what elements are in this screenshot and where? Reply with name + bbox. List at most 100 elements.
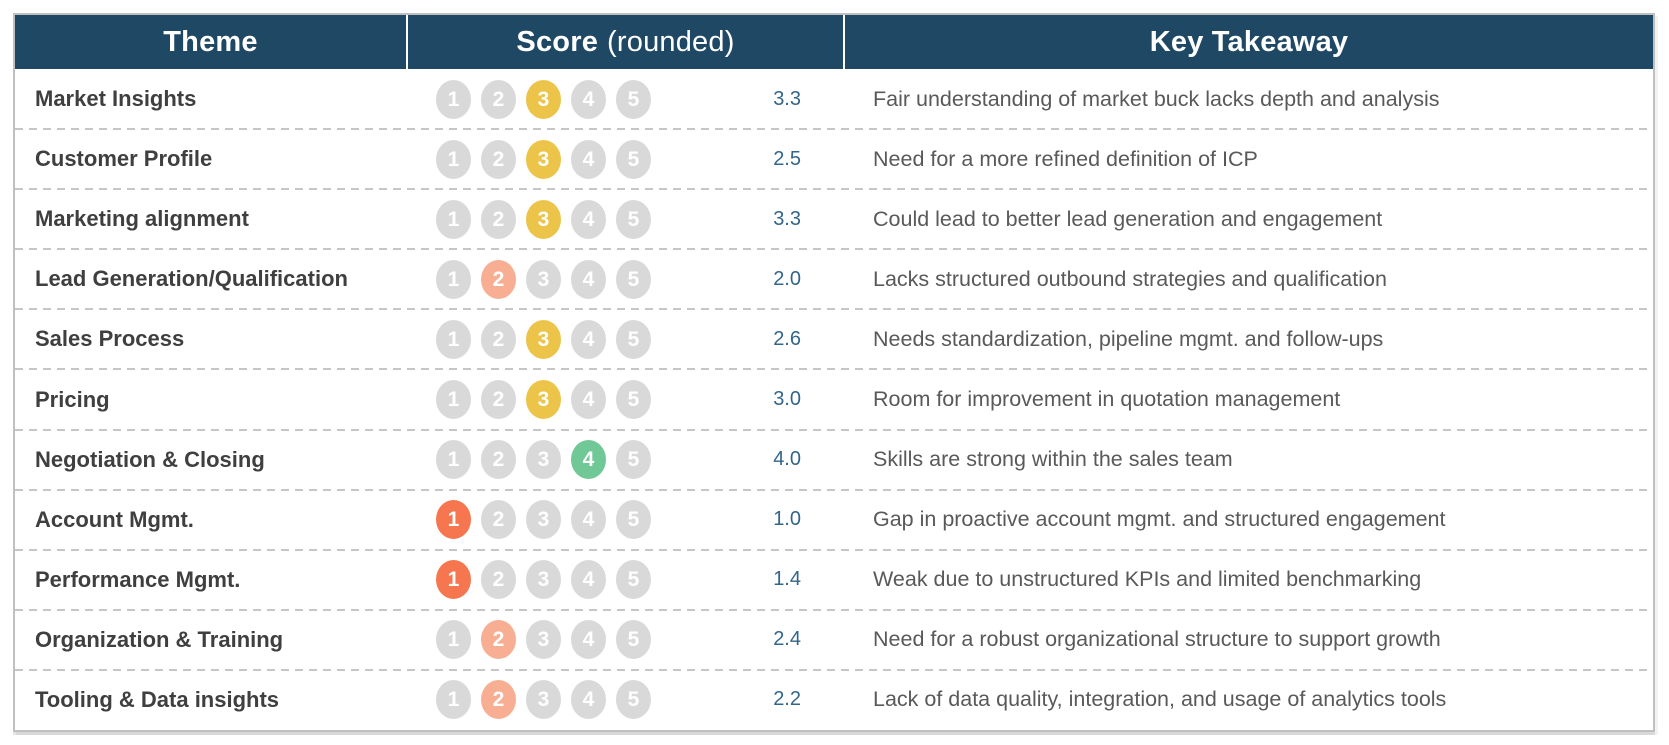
table-row: Pricing 1 2 3 4 5 3.0 Room for improvement in q… [15, 368, 1653, 429]
table-row: Marketing alignment 1 2 3 4 5 3.3 Could lead to… [15, 188, 1653, 249]
score-pill: 5 [616, 380, 651, 420]
assessment-table: Theme Score (rounded) Key Takeaway Marke… [13, 13, 1655, 732]
score-pill: 3 [526, 560, 561, 600]
takeaway-text: Lack of data quality, integration, and u… [873, 687, 1447, 712]
score-pill-selected: 3 [526, 319, 561, 359]
score-pill: 4 [571, 500, 606, 540]
score-value: 4.0 [773, 448, 801, 471]
score-value: 2.0 [773, 267, 801, 290]
score-pill: 4 [571, 139, 606, 179]
score-cell: 1 2 3 4 5 1.0 [408, 490, 845, 550]
score-cell: 1 2 3 4 5 3.3 [408, 69, 845, 129]
theme-label: Lead Generation/Qualification [35, 266, 348, 292]
takeaway-text: Skills are strong within the sales team [873, 447, 1233, 472]
score-pill: 5 [616, 440, 651, 480]
score-pill: 4 [571, 380, 606, 420]
score-pill: 5 [616, 560, 651, 600]
theme-label: Organization & Training [35, 626, 284, 652]
score-pill: 5 [616, 500, 651, 540]
score-cell: 1 2 3 4 5 4.0 [408, 430, 845, 490]
takeaway-text: Gap in proactive account mgmt. and struc… [873, 507, 1446, 532]
table-row: Lead Generation/Qualification 1 2 3 4 5 2.0 Lac… [15, 248, 1653, 309]
score-pill: 2 [481, 319, 516, 359]
score-pill: 1 [436, 620, 471, 660]
table-header: Theme Score (rounded) Key Takeaway [15, 15, 1653, 69]
score-cell: 1 2 3 4 5 2.2 [408, 670, 845, 730]
score-pill: 4 [571, 259, 606, 299]
score-pill: 3 [526, 259, 561, 299]
theme-label: Account Mgmt. [35, 506, 194, 532]
takeaway-text: Need for a robust organizational structu… [873, 627, 1441, 652]
score-pill: 2 [481, 380, 516, 420]
score-cell: 1 2 3 4 5 2.4 [408, 610, 845, 670]
score-pill: 4 [571, 560, 606, 600]
table-row: Tooling & Data insights 1 2 3 4 5 2.2 Lack of d… [15, 668, 1653, 730]
score-value: 2.4 [773, 628, 801, 651]
score-pill: 3 [526, 620, 561, 660]
score-pill: 5 [616, 79, 651, 119]
table-body: Market Insights 1 2 3 4 5 3.3 Fair understandin… [15, 69, 1653, 730]
table-row: Sales Process 1 2 3 4 5 2.6 Needs standardizati… [15, 308, 1653, 369]
score-cell: 1 2 3 4 5 1.4 [408, 550, 845, 610]
score-pill: 2 [481, 440, 516, 480]
table-row: Negotiation & Closing 1 2 3 4 5 4.0 Skills are … [15, 428, 1653, 490]
table-row: Account Mgmt. 1 2 3 4 5 1.0 Gap in proactive ac… [15, 488, 1653, 550]
header-theme: Theme [15, 15, 408, 69]
table-row: Organization & Training 1 2 3 4 5 2.4 Need for … [15, 608, 1653, 670]
header-takeaway-label: Key Takeaway [1149, 25, 1349, 58]
score-value: 2.5 [773, 147, 801, 170]
score-pill: 1 [436, 139, 471, 179]
takeaway-text: Room for improvement in quotation manage… [873, 387, 1341, 412]
score-pill-selected: 2 [481, 680, 516, 720]
score-value: 2.2 [773, 688, 801, 711]
score-value: 1.0 [773, 508, 801, 531]
score-pill: 1 [436, 680, 471, 720]
score-pill: 1 [436, 440, 471, 480]
header-score: Score (rounded) [408, 15, 845, 69]
score-pill: 5 [616, 139, 651, 179]
takeaway-text: Fair understanding of market buck lacks … [873, 86, 1440, 111]
score-pill: 2 [481, 139, 516, 179]
score-pill: 3 [526, 440, 561, 480]
score-cell: 1 2 3 4 5 3.3 [408, 189, 845, 249]
score-value: 3.0 [773, 388, 801, 411]
table-row: Customer Profile 1 2 3 4 5 2.5 Need for a more … [15, 128, 1653, 189]
score-pill: 5 [616, 319, 651, 359]
score-pill: 1 [436, 319, 471, 359]
table-row: Market Insights 1 2 3 4 5 3.3 Fair understandin… [15, 69, 1653, 129]
theme-label: Performance Mgmt. [35, 566, 241, 592]
score-pill: 5 [616, 259, 651, 299]
score-pill: 1 [436, 199, 471, 239]
score-pill-selected: 3 [526, 199, 561, 239]
table-row: Performance Mgmt. 1 2 3 4 5 1.4 Weak due to uns… [15, 548, 1653, 610]
takeaway-text: Needs standardization, pipeline mgmt. an… [873, 326, 1384, 351]
score-pill-selected: 1 [436, 500, 471, 540]
header-theme-label: Theme [163, 25, 258, 58]
header-takeaway: Key Takeaway [845, 15, 1653, 69]
score-pill-selected: 4 [571, 440, 606, 480]
header-score-suffix: (rounded) [607, 25, 735, 58]
score-pill: 1 [436, 259, 471, 299]
score-pill: 2 [481, 560, 516, 600]
score-pill: 2 [481, 199, 516, 239]
score-value: 3.3 [773, 207, 801, 230]
score-pill-selected: 3 [526, 380, 561, 420]
theme-label: Tooling & Data insights [35, 686, 280, 712]
theme-label: Sales Process [35, 326, 185, 352]
score-pill-selected: 2 [481, 620, 516, 660]
score-value: 2.6 [773, 327, 801, 350]
score-pill: 3 [526, 500, 561, 540]
score-pill: 2 [481, 500, 516, 540]
score-cell: 1 2 3 4 5 3.0 [408, 369, 845, 429]
takeaway-text: Lacks structured outbound strategies and… [873, 266, 1387, 291]
score-pill: 4 [571, 680, 606, 720]
score-pill: 2 [481, 79, 516, 119]
score-pill: 4 [571, 620, 606, 660]
score-pill: 5 [616, 680, 651, 720]
